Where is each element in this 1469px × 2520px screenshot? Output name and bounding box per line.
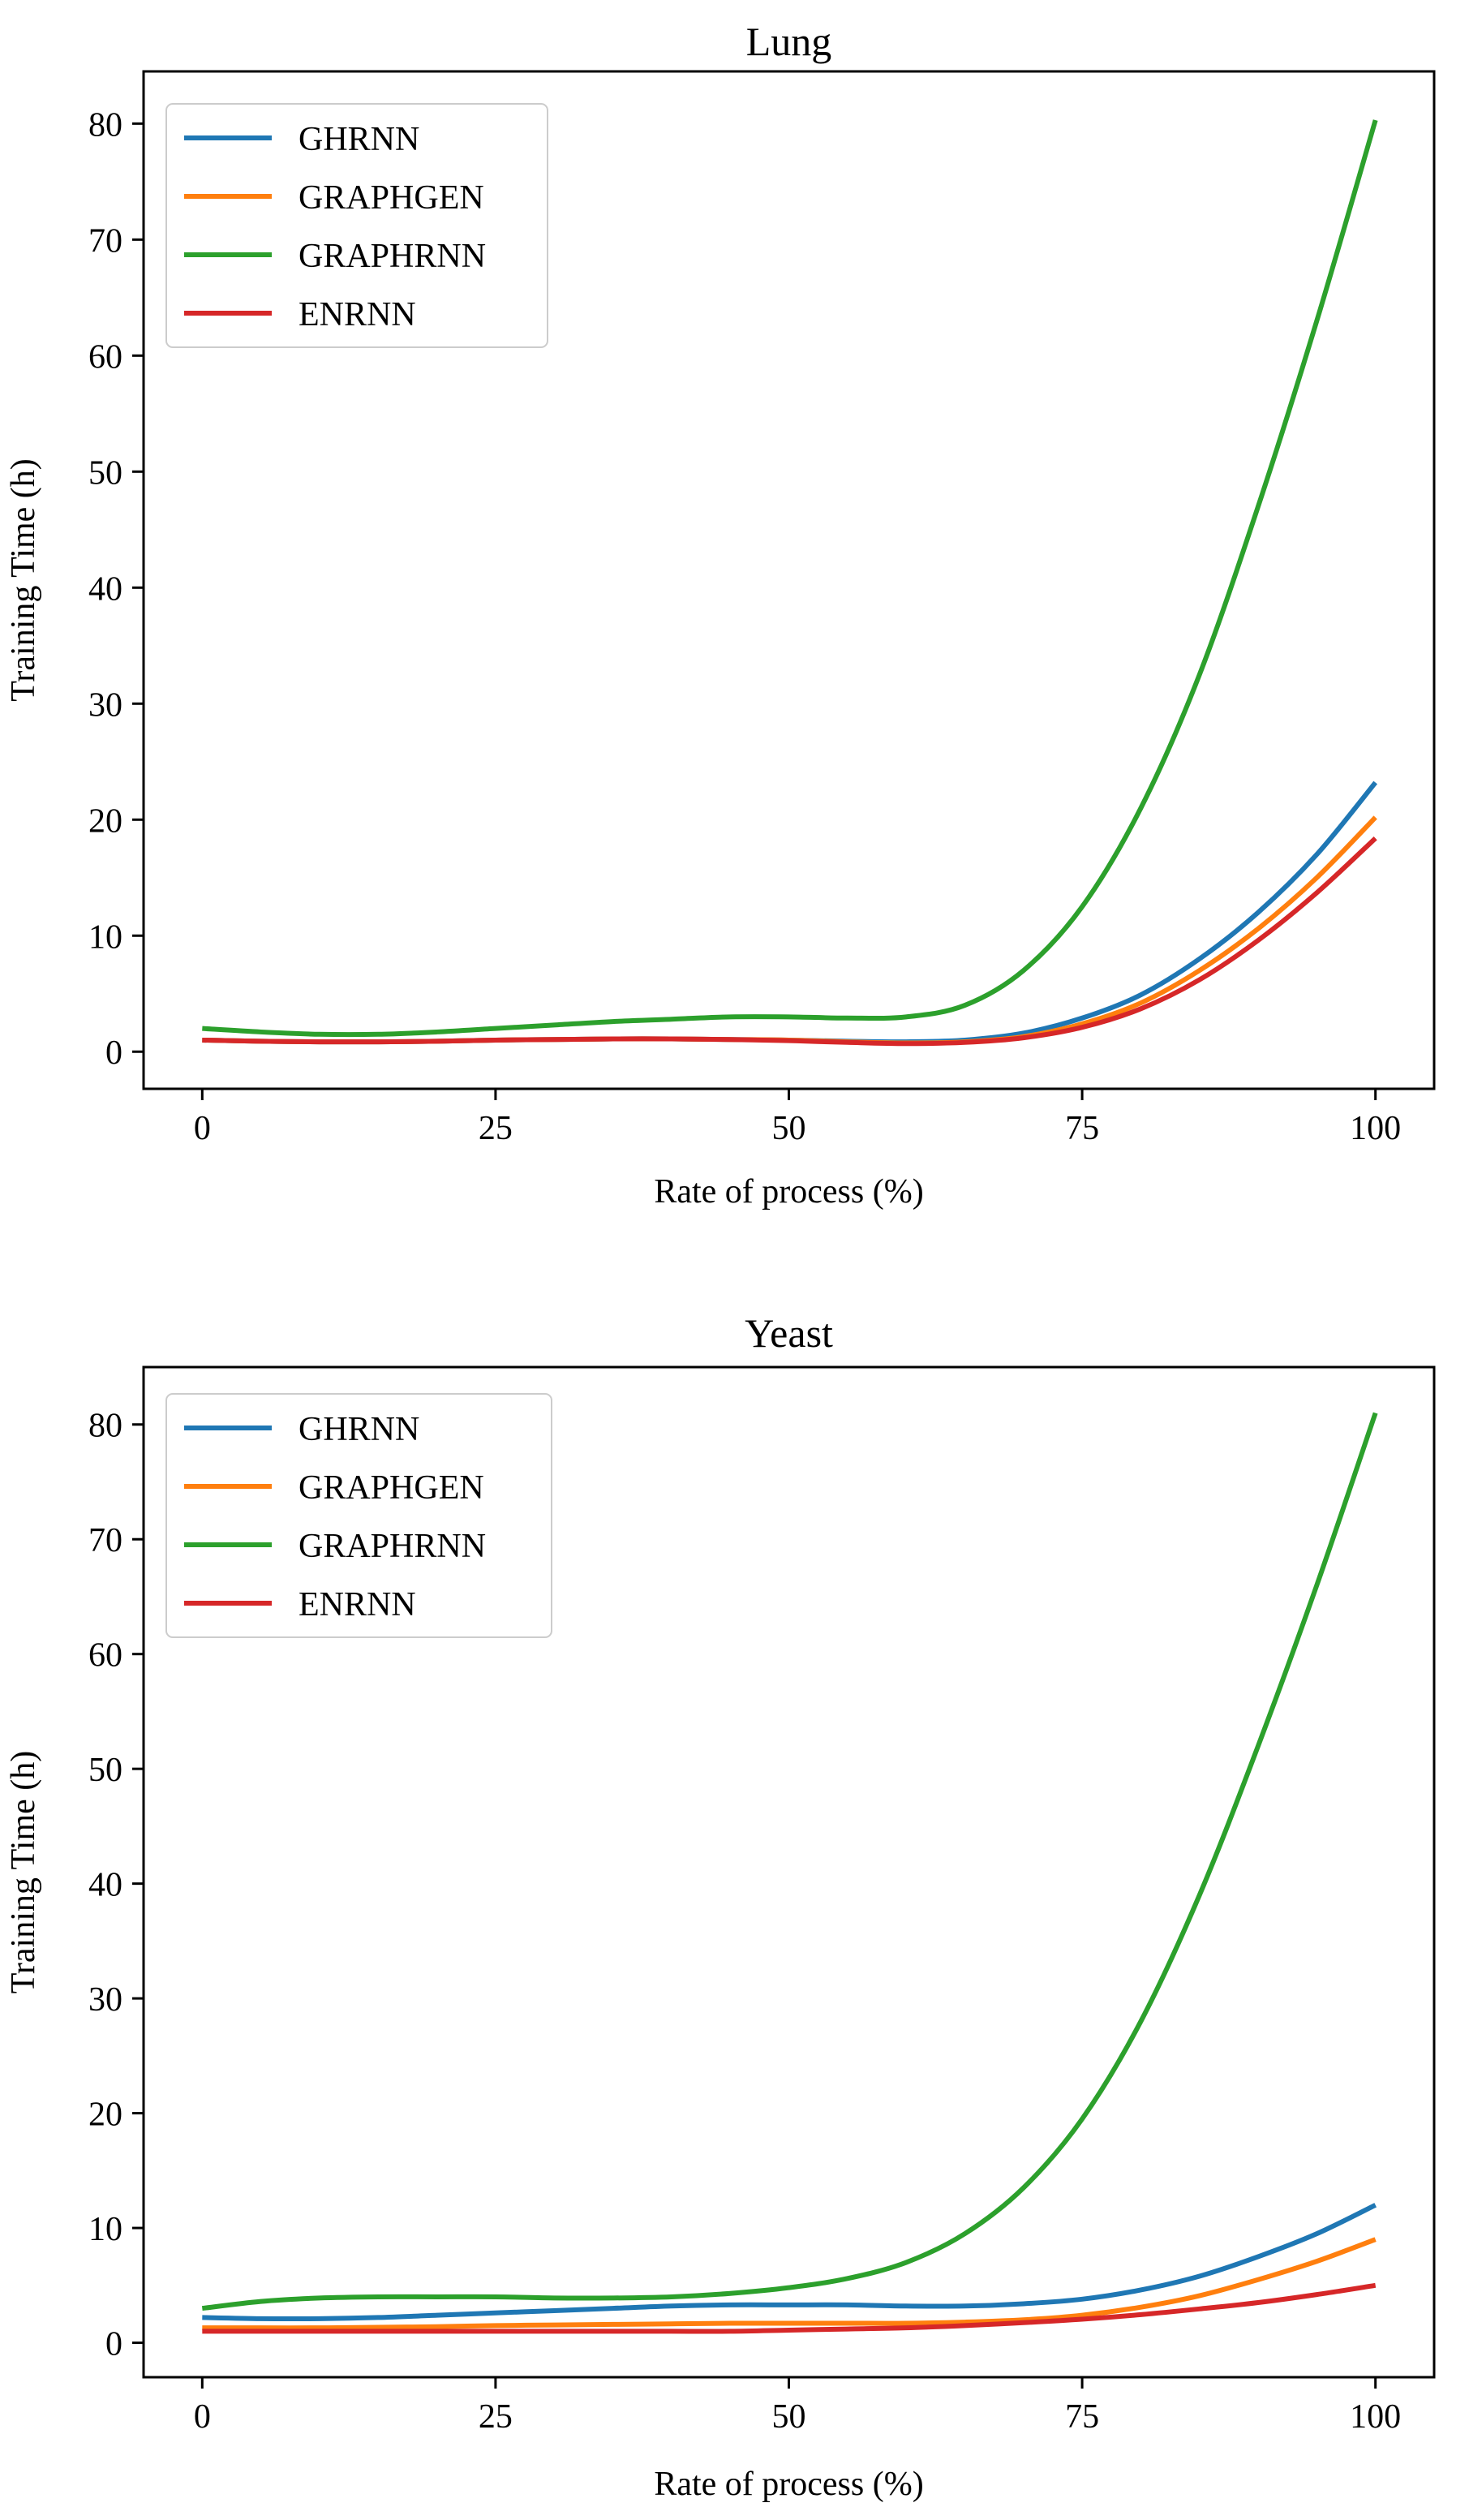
series-lines [201, 1412, 1378, 2334]
legend-entry-label: GHRNN [299, 121, 419, 158]
legend-box [165, 103, 548, 348]
x-tick-label: 50 [772, 2398, 806, 2436]
legend-entry-label: GRAPHGEN [299, 1469, 484, 1507]
y-tick-label: 30 [88, 1981, 122, 2019]
x-tick-label: 75 [1065, 1110, 1099, 1147]
series-line-graphrnn [201, 1412, 1378, 2311]
y-tick-label: 80 [88, 106, 122, 144]
y-tick-label: 70 [88, 222, 122, 260]
y-axis-label: Training Time (h) [5, 458, 42, 702]
y-tick-label: 60 [88, 338, 122, 376]
x-tick-label: 25 [479, 2398, 513, 2436]
legend-entry-label: GRAPHRNN [299, 1528, 486, 1565]
series-line-graphrnn [202, 119, 1378, 1038]
x-tick-label: 75 [1065, 2398, 1099, 2436]
series-line-graphgen [202, 815, 1377, 1046]
y-tick-label: 60 [88, 1637, 122, 1675]
legend-entry-label: ENRNN [299, 1586, 416, 1623]
legend: GHRNN GRAPHGEN GRAPHRNN ENRNN [165, 103, 548, 348]
y-tick-label: 10 [88, 2211, 122, 2248]
legend-entry-label: ENRNN [299, 296, 416, 333]
chart-yeast: Yeast 0 25 50 75 100 0 10 20 30 40 50 60 70 80 Rate of … [5, 1310, 1436, 2503]
y-tick-label: 50 [88, 1752, 122, 1789]
chart-lung: Lung 0 25 50 75 100 0 10 20 30 40 50 60 70 80 Rate of p… [5, 19, 1436, 1211]
legend-entry-label: GRAPHRNN [299, 238, 486, 275]
legend-box [165, 1393, 552, 1638]
y-tick-label: 10 [88, 918, 122, 956]
y-tick-label: 40 [88, 1867, 122, 1904]
x-tick-label: 0 [194, 1110, 211, 1147]
legend: GHRNN GRAPHGEN GRAPHRNN ENRNN [165, 1393, 552, 1638]
chart-title: Yeast [745, 1310, 833, 1356]
y-tick-label: 30 [88, 686, 122, 724]
x-axis-label: Rate of process (%) [654, 2466, 923, 2503]
y-tick-label: 20 [88, 2096, 122, 2134]
y-tick-label: 0 [105, 2326, 122, 2363]
series-line-ghrnn [202, 2203, 1377, 2322]
series-line-graphgen [202, 2237, 1377, 2331]
x-tick-label: 100 [1350, 1110, 1401, 1147]
chart-title: Lung [746, 19, 832, 64]
x-tick-label: 100 [1350, 2398, 1401, 2436]
series-line-enrnn [202, 836, 1377, 1047]
y-tick-label: 50 [88, 454, 122, 492]
x-axis-label: Rate of process (%) [654, 1173, 923, 1211]
y-axis-label: Training Time (h) [5, 1751, 42, 1994]
series-lines [202, 119, 1378, 1047]
legend-entry-label: GHRNN [299, 1411, 419, 1448]
series-line-ghrnn [202, 781, 1378, 1045]
y-tick-label: 20 [88, 802, 122, 840]
x-tick-label: 25 [479, 1110, 513, 1147]
y-tick-label: 70 [88, 1522, 122, 1559]
series-line-enrnn [202, 2282, 1377, 2334]
y-tick-label: 40 [88, 570, 122, 608]
legend-entry-label: GRAPHGEN [299, 179, 484, 217]
x-tick-label: 0 [194, 2398, 211, 2436]
y-tick-label: 0 [105, 1034, 122, 1072]
y-tick-label: 80 [88, 1408, 122, 1445]
x-tick-label: 50 [772, 1110, 806, 1147]
